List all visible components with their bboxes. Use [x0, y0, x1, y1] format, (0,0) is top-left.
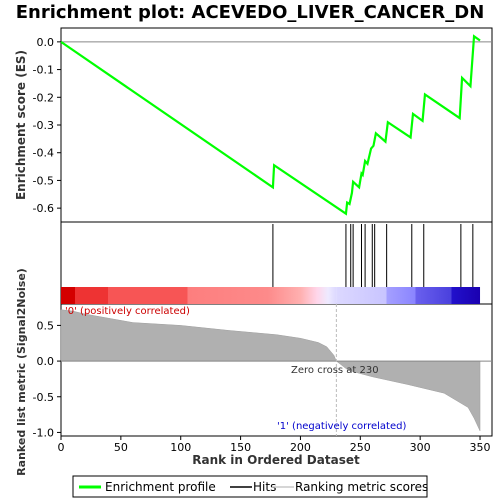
legend: Enrichment profile Hits Ranking metric s… — [72, 475, 428, 498]
rank-color-bar — [61, 287, 481, 304]
es-y-tick-label: -0.2 — [33, 91, 54, 104]
x-tick-label: 100 — [170, 441, 191, 454]
hit-markers — [272, 224, 474, 287]
rank-bar-positive — [61, 287, 337, 304]
metric-y-ticks: 0.5 0.0 -0.5 -1.0 — [33, 319, 61, 439]
zero-cross-label: Zero cross at 230 — [291, 365, 379, 376]
chart-title: Enrichment plot: ACEVEDO_LIVER_CANCER_DN — [16, 2, 485, 23]
x-tick-label: 350 — [470, 441, 491, 454]
metric-y-tick-label: 0.5 — [37, 319, 55, 332]
es-y-axis-label: Enrichment score (ES) — [14, 50, 28, 200]
es-y-tick-label: -0.4 — [33, 147, 54, 160]
rank-bar-negative — [336, 287, 481, 304]
x-tick-label: 200 — [290, 441, 311, 454]
es-y-tick-label: -0.1 — [33, 64, 54, 77]
es-panel-frame — [60, 27, 493, 223]
es-y-tick-label: -0.3 — [33, 119, 54, 132]
es-y-tick-label: 0.0 — [37, 36, 55, 49]
metric-y-tick-label: -0.5 — [33, 391, 54, 404]
legend-metric-label: Ranking metric scores — [295, 480, 428, 494]
x-ticks: 0 50 100 150 200 250 300 350 — [58, 436, 491, 454]
x-tick-label: 150 — [230, 441, 251, 454]
metric-y-tick-label: 0.0 — [37, 355, 55, 368]
es-y-ticks: 0.0 -0.1 -0.2 -0.3 -0.4 -0.5 -0.6 — [33, 36, 61, 215]
metric-y-tick-label: -1.0 — [33, 426, 54, 439]
x-tick-label: 300 — [410, 441, 431, 454]
x-tick-label: 50 — [114, 441, 128, 454]
es-y-tick-label: -0.6 — [33, 202, 54, 215]
ranking-metric-area — [60, 304, 492, 436]
x-tick-label: 0 — [58, 441, 65, 454]
metric-area — [60, 309, 481, 432]
negative-correlated-label: '1' (negatively correlated) — [277, 421, 406, 432]
legend-profile-label: Enrichment profile — [105, 480, 216, 494]
enrichment-profile-line — [60, 34, 481, 216]
es-y-tick-label: -0.5 — [33, 174, 54, 187]
metric-y-axis-label: Ranked list metric (Signal2Noise) — [15, 268, 28, 476]
enrichment-profile — [60, 34, 481, 216]
legend-hits-label: Hits — [253, 480, 276, 494]
x-axis-label: Rank in Ordered Dataset — [192, 453, 360, 467]
positive-correlated-label: '0' (positively correlated) — [65, 306, 190, 317]
x-tick-label: 250 — [350, 441, 371, 454]
